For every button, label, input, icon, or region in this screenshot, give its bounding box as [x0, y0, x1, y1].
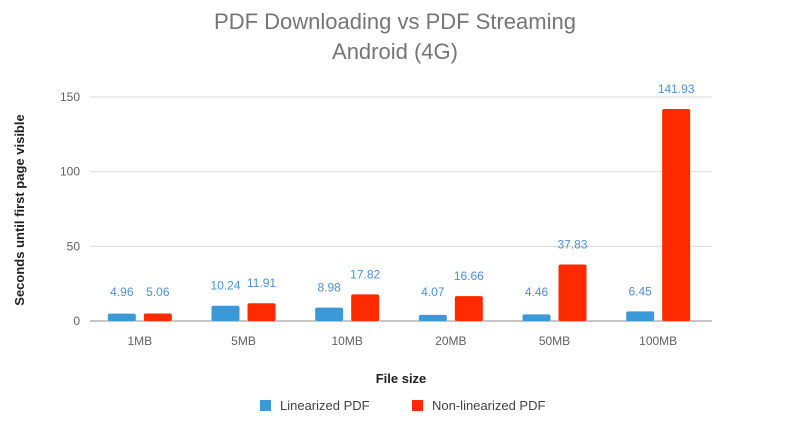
y-axis-label: Seconds until first page visible — [12, 114, 27, 305]
bar-non-linearized — [662, 109, 691, 321]
data-label: 8.98 — [317, 281, 341, 295]
bar-non-linearized — [247, 303, 276, 321]
legend-swatch — [412, 400, 423, 411]
bar-linearized — [626, 311, 655, 321]
bar-non-linearized — [558, 264, 587, 321]
y-axis-ticks: 0 50 100 150 — [60, 90, 80, 328]
data-label: 10.24 — [210, 279, 240, 293]
chart-title: PDF Downloading vs PDF Streaming — [214, 9, 576, 34]
x-axis-label: File size — [376, 371, 427, 386]
legend-label: Linearized PDF — [280, 398, 370, 413]
bar-linearized — [315, 307, 344, 321]
bar-linearized — [418, 314, 447, 321]
data-label: 4.46 — [525, 285, 549, 299]
x-tick-label: 5MB — [231, 334, 256, 348]
x-tick-label: 50MB — [539, 334, 570, 348]
x-tick-label: 100MB — [639, 334, 677, 348]
y-tick-label: 100 — [60, 165, 80, 179]
data-label: 37.83 — [557, 238, 587, 252]
data-label: 17.82 — [350, 267, 380, 281]
legend: Linearized PDF Non-linearized PDF — [260, 398, 545, 413]
data-label: 11.91 — [247, 276, 276, 290]
data-label: 141.93 — [658, 82, 695, 96]
data-labels: 4.96 5.06 10.24 11.91 8.98 17.82 4.07 16.66 4.46… — [110, 82, 695, 299]
chart-subtitle: Android (4G) — [332, 39, 458, 64]
data-label: 16.66 — [454, 269, 484, 283]
gridlines — [90, 96, 712, 247]
bars — [107, 109, 691, 321]
legend-item: Non-linearized PDF — [412, 398, 545, 413]
data-label: 5.06 — [146, 285, 170, 299]
data-label: 4.96 — [110, 285, 134, 299]
legend-swatch — [260, 400, 271, 411]
y-tick-label: 0 — [73, 314, 80, 328]
x-tick-label: 1MB — [127, 334, 152, 348]
data-label: 4.07 — [421, 285, 445, 299]
x-tick-label: 20MB — [435, 334, 466, 348]
bar-non-linearized — [143, 313, 172, 321]
bar-linearized — [522, 314, 551, 321]
x-tick-label: 10MB — [331, 334, 362, 348]
bar-non-linearized — [351, 294, 380, 321]
y-tick-label: 150 — [60, 90, 80, 104]
legend-item: Linearized PDF — [260, 398, 370, 413]
bar-non-linearized — [454, 296, 483, 321]
bar-linearized — [211, 305, 240, 321]
x-axis-ticks: 1MB 5MB 10MB 20MB 50MB 100MB — [127, 334, 677, 348]
y-tick-label: 50 — [67, 239, 81, 253]
data-label: 6.45 — [628, 284, 652, 298]
legend-label: Non-linearized PDF — [432, 398, 545, 413]
bar-linearized — [107, 313, 136, 321]
